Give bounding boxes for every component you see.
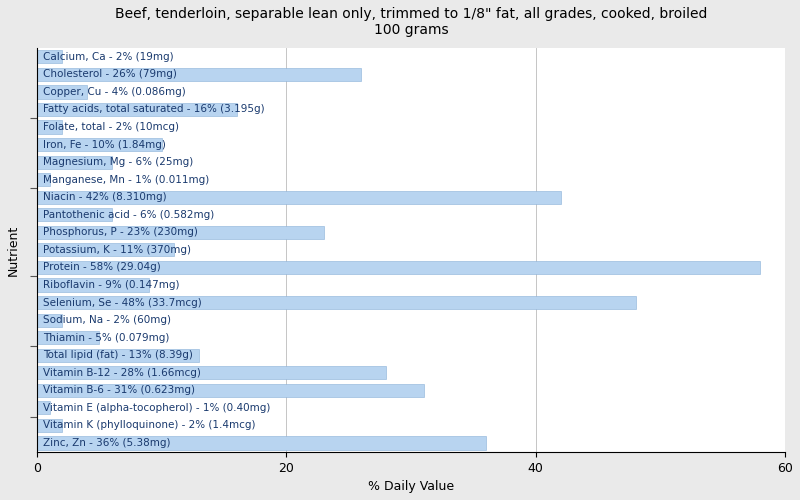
- Bar: [37, 331, 99, 344]
- Text: Phosphorus, P - 23% (230mg): Phosphorus, P - 23% (230mg): [43, 228, 198, 237]
- Text: Zinc, Zn - 36% (5.38mg): Zinc, Zn - 36% (5.38mg): [43, 438, 171, 448]
- Bar: [37, 419, 62, 432]
- Bar: [37, 190, 561, 204]
- Text: Copper, Cu - 4% (0.086mg): Copper, Cu - 4% (0.086mg): [43, 87, 186, 97]
- Text: Protein - 58% (29.04g): Protein - 58% (29.04g): [43, 262, 161, 272]
- Text: Niacin - 42% (8.310mg): Niacin - 42% (8.310mg): [43, 192, 167, 202]
- Text: Manganese, Mn - 1% (0.011mg): Manganese, Mn - 1% (0.011mg): [43, 174, 210, 184]
- Text: Fatty acids, total saturated - 16% (3.195g): Fatty acids, total saturated - 16% (3.19…: [43, 104, 265, 115]
- Title: Beef, tenderloin, separable lean only, trimmed to 1/8" fat, all grades, cooked, : Beef, tenderloin, separable lean only, t…: [115, 7, 707, 37]
- X-axis label: % Daily Value: % Daily Value: [368, 480, 454, 493]
- Bar: [37, 86, 87, 98]
- Y-axis label: Nutrient: Nutrient: [7, 224, 20, 276]
- Text: Magnesium, Mg - 6% (25mg): Magnesium, Mg - 6% (25mg): [43, 157, 194, 167]
- Bar: [37, 278, 150, 291]
- Bar: [37, 436, 486, 450]
- Text: Vitamin E (alpha-tocopherol) - 1% (0.40mg): Vitamin E (alpha-tocopherol) - 1% (0.40m…: [43, 403, 270, 413]
- Text: Potassium, K - 11% (370mg): Potassium, K - 11% (370mg): [43, 245, 191, 255]
- Text: Sodium, Na - 2% (60mg): Sodium, Na - 2% (60mg): [43, 315, 171, 325]
- Bar: [37, 50, 62, 64]
- Text: Iron, Fe - 10% (1.84mg): Iron, Fe - 10% (1.84mg): [43, 140, 166, 149]
- Text: Total lipid (fat) - 13% (8.39g): Total lipid (fat) - 13% (8.39g): [43, 350, 194, 360]
- Bar: [37, 208, 112, 222]
- Bar: [37, 261, 760, 274]
- Text: Folate, total - 2% (10mcg): Folate, total - 2% (10mcg): [43, 122, 179, 132]
- Bar: [37, 156, 112, 168]
- Text: Vitamin K (phylloquinone) - 2% (1.4mcg): Vitamin K (phylloquinone) - 2% (1.4mcg): [43, 420, 256, 430]
- Bar: [37, 366, 386, 380]
- Bar: [37, 120, 62, 134]
- Bar: [37, 384, 424, 397]
- Text: Riboflavin - 9% (0.147mg): Riboflavin - 9% (0.147mg): [43, 280, 180, 290]
- Bar: [37, 226, 324, 239]
- Text: Pantothenic acid - 6% (0.582mg): Pantothenic acid - 6% (0.582mg): [43, 210, 214, 220]
- Bar: [37, 138, 162, 151]
- Bar: [37, 402, 50, 414]
- Bar: [37, 103, 237, 116]
- Text: Cholesterol - 26% (79mg): Cholesterol - 26% (79mg): [43, 70, 178, 80]
- Text: Thiamin - 5% (0.079mg): Thiamin - 5% (0.079mg): [43, 332, 170, 342]
- Bar: [37, 68, 362, 81]
- Bar: [37, 314, 62, 326]
- Bar: [37, 348, 199, 362]
- Text: Vitamin B-12 - 28% (1.66mcg): Vitamin B-12 - 28% (1.66mcg): [43, 368, 202, 378]
- Text: Calcium, Ca - 2% (19mg): Calcium, Ca - 2% (19mg): [43, 52, 174, 62]
- Text: Selenium, Se - 48% (33.7mcg): Selenium, Se - 48% (33.7mcg): [43, 298, 202, 308]
- Bar: [37, 244, 174, 256]
- Bar: [37, 173, 50, 186]
- Bar: [37, 296, 635, 309]
- Text: Vitamin B-6 - 31% (0.623mg): Vitamin B-6 - 31% (0.623mg): [43, 386, 195, 396]
